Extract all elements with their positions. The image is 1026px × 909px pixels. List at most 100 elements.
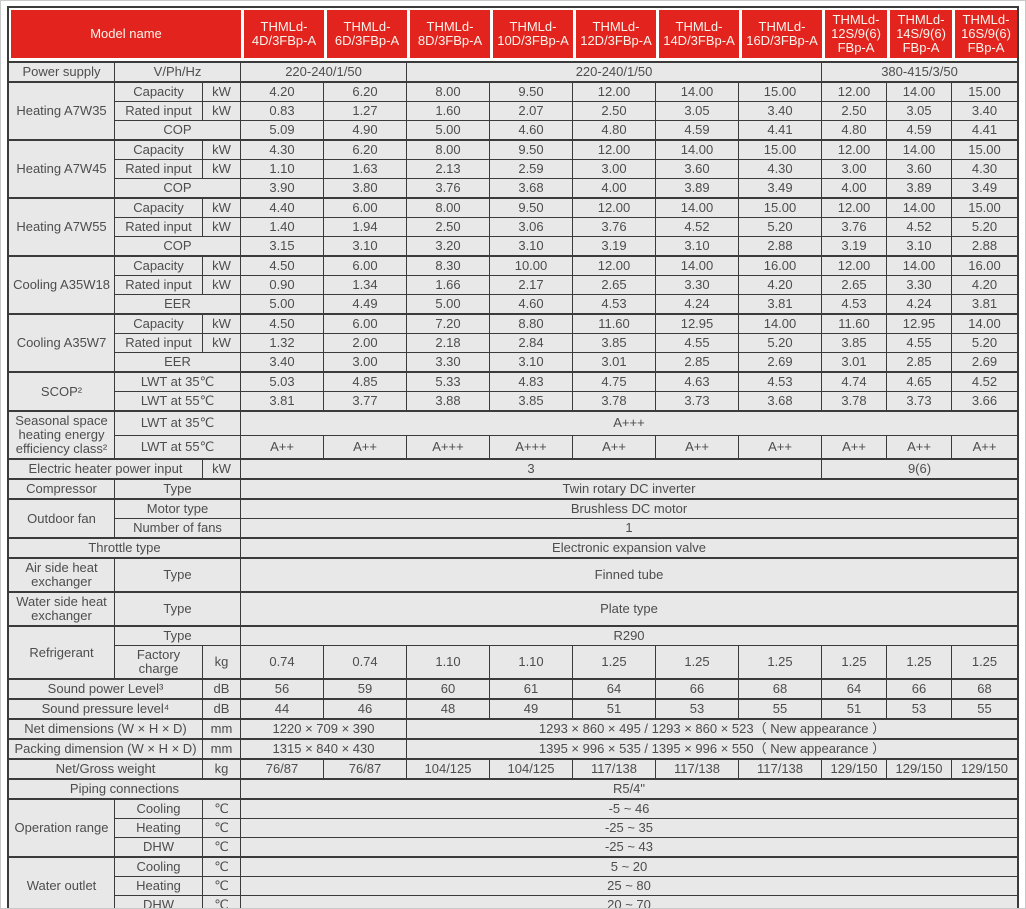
value-cell: 117/138: [656, 759, 739, 779]
value-cell: 8.00: [407, 82, 490, 102]
value-cell: 4.74: [822, 372, 887, 392]
value-cell: Finned tube: [241, 558, 1017, 592]
value-cell: 9.50: [490, 82, 573, 102]
spec-row: Water outlet Cooling ℃ 5 ~ 20: [9, 857, 1017, 908]
value-cell: 4.83: [490, 372, 573, 392]
value-cell: 1.40: [241, 218, 324, 237]
value-cell: 3.15: [241, 237, 324, 256]
value-cell: 3.81: [241, 392, 324, 411]
value-cell: A++: [656, 435, 739, 459]
value-cell: 1.10: [407, 646, 490, 679]
value-cell: 3.40: [241, 353, 324, 372]
unit-cell: ℃: [203, 819, 241, 838]
value-cell: Plate type: [241, 592, 1017, 626]
value-cell: 15.00: [952, 198, 1017, 218]
value-cell: 9.50: [490, 140, 573, 160]
value-cell: Electronic expansion valve: [241, 538, 1017, 558]
unit-cell: kW: [203, 160, 241, 179]
value-cell: 8.00: [407, 198, 490, 218]
value-cell: 2.13: [407, 160, 490, 179]
value-cell: 15.00: [952, 82, 1017, 102]
value-cell: 3.68: [490, 179, 573, 198]
value-cell: 3.85: [490, 392, 573, 411]
value-cell: 5.00: [407, 295, 490, 314]
spec-row: Rated input kW 1.10 1.63 2.13 2.59 3.00 3.60 4.3…: [9, 160, 1017, 179]
value-cell: 117/138: [573, 759, 656, 779]
value-cell: 20 ~ 70: [241, 896, 1017, 908]
unit-cell: kg: [203, 646, 241, 679]
value-cell: 61: [490, 679, 573, 699]
spec-row: Net/Gross weight kg 76/87 76/87 104/125 104/1…: [9, 759, 1017, 779]
value-cell: 4.20: [739, 276, 822, 295]
value-cell: Twin rotary DC inverter: [241, 479, 1017, 499]
value-cell: 15.00: [739, 140, 822, 160]
value-cell: 1293 × 860 × 495 / 1293 × 860 × 523（ New…: [407, 719, 1017, 739]
value-cell: 2.50: [822, 102, 887, 121]
value-cell: 3.88: [407, 392, 490, 411]
row-group-label: Heating A7W55: [9, 198, 115, 256]
row-group-label: Refrigerant: [9, 626, 115, 679]
spec-row: Water side heat exchanger Type Plate type: [9, 592, 1017, 626]
value-cell: 4.53: [739, 372, 822, 392]
unit-cell: kW: [203, 256, 241, 276]
value-cell: 3.00: [822, 160, 887, 179]
row-sub-label: Capacity: [115, 314, 203, 334]
value-cell: 3.80: [324, 179, 407, 198]
value-cell: 3.19: [822, 237, 887, 256]
row-group-label: Throttle type: [9, 538, 241, 558]
value-cell: 11.60: [573, 314, 656, 334]
value-cell: 5 ~ 20: [241, 857, 1017, 877]
value-cell: 129/150: [952, 759, 1017, 779]
row-sub-label: COP: [115, 121, 241, 140]
value-cell: 6.00: [324, 256, 407, 276]
value-cell: 2.07: [490, 102, 573, 121]
value-cell: 3.90: [241, 179, 324, 198]
row-group-label: Outdoor fan: [9, 499, 115, 538]
model-column-header: THMLd- 8D/3FBp-A: [407, 8, 490, 61]
value-cell: 2.69: [952, 353, 1017, 372]
row-sub-label: Motor type: [115, 499, 241, 519]
row-sub-label: COP: [115, 179, 241, 198]
value-cell: 15.00: [952, 140, 1017, 160]
value-cell: 4.52: [952, 372, 1017, 392]
value-cell: 3: [241, 459, 822, 479]
table-body: Power supply V/Ph/Hz 220-240/1/50 220-240/1…: [9, 61, 1017, 908]
spec-row: Rated input kW 0.90 1.34 1.66 2.17 2.65 3.30 4.2…: [9, 276, 1017, 295]
spec-row: LWT at 55℃ 3.81 3.77 3.88 3.85 3.78 3.73 3.68 3.…: [9, 392, 1017, 411]
value-cell: 8.00: [407, 140, 490, 160]
row-group-label: Power supply: [9, 61, 115, 82]
value-cell: 3.01: [573, 353, 656, 372]
spec-row: Factory charge kg 0.74 0.74 1.10 1.10 1.25 1.25…: [9, 646, 1017, 679]
spec-row: Packing dimension (W × H × D) mm 1315 × 84…: [9, 739, 1017, 759]
value-cell: 3.77: [324, 392, 407, 411]
row-group-label: Packing dimension (W × H × D): [9, 739, 203, 759]
spec-row: Cooling A35W7 Capacity kW 4.50 6.00 7.20 8.80 1…: [9, 314, 1017, 372]
model-name-header: Model name: [9, 8, 241, 61]
value-cell: A+++: [490, 435, 573, 459]
value-cell: 14.00: [952, 314, 1017, 334]
value-cell: 4.30: [739, 160, 822, 179]
value-cell: 6.20: [324, 140, 407, 160]
value-cell: 3.10: [324, 237, 407, 256]
model-column-header: THMLd- 6D/3FBp-A: [324, 8, 407, 61]
row-group-label: Heating A7W45: [9, 140, 115, 198]
value-cell: 12.00: [822, 82, 887, 102]
value-cell: 3.40: [739, 102, 822, 121]
value-cell: 3.10: [490, 237, 573, 256]
unit-cell: kW: [203, 82, 241, 102]
value-cell: 3.30: [656, 276, 739, 295]
value-cell: 3.68: [739, 392, 822, 411]
spec-row: DHW ℃ 20 ~ 70: [9, 896, 1017, 908]
model-column-header: THMLd- 12D/3FBp-A: [573, 8, 656, 61]
value-cell: 12.00: [822, 198, 887, 218]
value-cell: 3.00: [324, 353, 407, 372]
value-cell: 104/125: [407, 759, 490, 779]
value-cell: 56: [241, 679, 324, 699]
value-cell: 2.84: [490, 334, 573, 353]
value-cell: 380-415/3/50: [822, 61, 1017, 82]
row-sub-label: V/Ph/Hz: [115, 61, 241, 82]
value-cell: 1.25: [887, 646, 952, 679]
spec-row: LWT at 55℃ A++ A++ A+++ A+++ A++ A++ A++ A++ A++ A…: [9, 435, 1017, 459]
unit-cell: ℃: [203, 857, 241, 877]
